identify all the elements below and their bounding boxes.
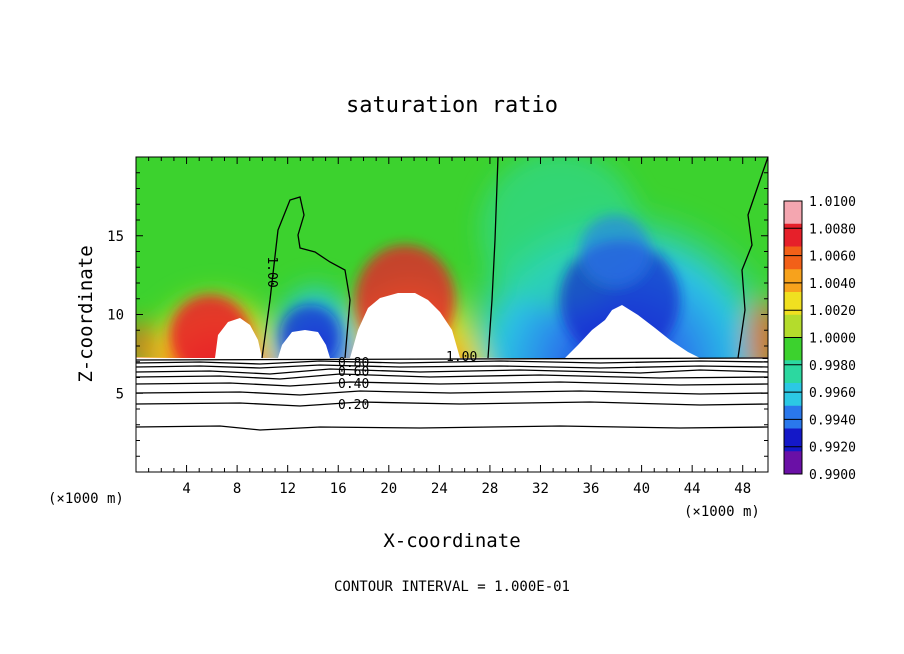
- colorbar-swatch: [784, 383, 802, 407]
- colorbar-label: 0.9920: [809, 441, 856, 456]
- x-tick-label: 12: [279, 481, 296, 497]
- colorbar-swatch: [784, 405, 802, 429]
- y-tick-label: 10: [107, 308, 124, 324]
- contour-label: 0.20: [338, 398, 369, 413]
- colorbar-label: 1.0020: [809, 304, 856, 319]
- contour-label: 1.00: [264, 256, 279, 287]
- x-tick-label: 8: [233, 481, 241, 497]
- contour-label: 0.80: [338, 356, 369, 371]
- x-tick-label: 48: [734, 481, 751, 497]
- contour-labels: 1.00 1.00 0.80 0.60 0.40 0.20: [264, 256, 477, 413]
- colorbar-label: 1.0100: [809, 195, 856, 210]
- chart-title: saturation ratio: [346, 93, 558, 118]
- colorbar-label: 0.9940: [809, 413, 856, 428]
- colorbar: 1.0100 1.0080 1.0060 1.0040 1.0020 1.0000 0.99…: [783, 195, 856, 483]
- colorbar-label: 1.0080: [809, 222, 856, 237]
- colorbar-swatch: [784, 223, 802, 247]
- x-tick-label: 36: [583, 481, 600, 497]
- x-tick-label: 32: [532, 481, 549, 497]
- x-tick-label: 16: [330, 481, 347, 497]
- colorbar-swatch: [784, 201, 802, 225]
- colorbar-label: 1.0060: [809, 250, 856, 265]
- x-unit-right: (×1000 m): [684, 504, 760, 520]
- contour-label: 0.60: [338, 365, 369, 380]
- y-tick-label: 5: [116, 386, 124, 402]
- colorbar-swatch: [784, 246, 802, 270]
- colorbar-label: 0.9900: [809, 468, 856, 483]
- colorbar-swatch: [784, 292, 802, 316]
- colorbar-swatch: [784, 337, 802, 361]
- y-axis-label: Z-coordinate: [75, 245, 97, 382]
- x-tick-label: 4: [182, 481, 190, 497]
- colorbar-label: 0.9960: [809, 386, 856, 401]
- x-axis-label: X-coordinate: [383, 530, 520, 552]
- contour-label: 1.00: [446, 350, 477, 365]
- x-unit-left: (×1000 m): [48, 491, 124, 507]
- contour-label: 0.40: [338, 377, 369, 392]
- y-tick-label: 15: [107, 229, 124, 245]
- colorbar-swatch: [784, 314, 802, 338]
- colorbar-swatch: [784, 451, 802, 475]
- colorbar-label: 1.0040: [809, 277, 856, 292]
- x-tick-label: 24: [431, 481, 448, 497]
- x-axis-ticks: 4 8 12 16 20 24 28 32 36 40 44 48: [148, 157, 756, 497]
- x-tick-label: 40: [633, 481, 650, 497]
- contour-interval-note: CONTOUR INTERVAL = 1.000E-01: [334, 579, 570, 595]
- colorbar-label: 1.0000: [809, 332, 856, 347]
- x-tick-label: 28: [481, 481, 498, 497]
- colorbar-swatch: [784, 269, 802, 293]
- x-tick-label: 44: [684, 481, 701, 497]
- y-axis-ticks: 5 10 15: [107, 172, 768, 457]
- heatmap-field: [136, 157, 768, 472]
- contour-lines: [136, 157, 768, 431]
- x-tick-label: 20: [380, 481, 397, 497]
- colorbar-label: 0.9980: [809, 359, 856, 374]
- colorbar-swatch: [784, 428, 802, 452]
- colorbar-swatch: [784, 360, 802, 384]
